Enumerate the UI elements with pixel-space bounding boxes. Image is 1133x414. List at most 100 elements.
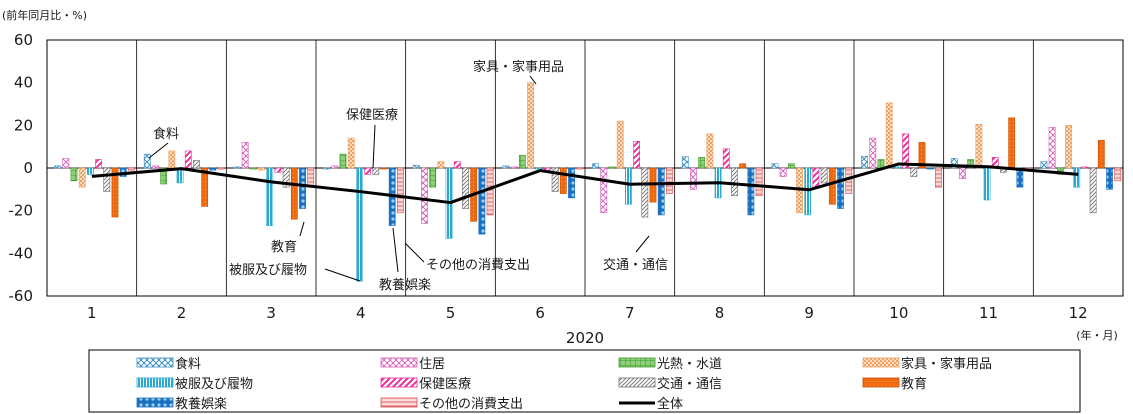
- bar: [70, 167, 78, 182]
- y-tick-label: 0: [23, 159, 33, 177]
- bar: [641, 167, 649, 218]
- annotation-furniture: 家具・家事用品: [473, 59, 564, 75]
- bar: [396, 167, 404, 214]
- bar: [518, 154, 526, 169]
- bar: [364, 167, 371, 175]
- bar: [771, 163, 779, 169]
- y-tick-label: -60: [9, 287, 34, 305]
- annotation-health: 保健医療: [346, 108, 398, 123]
- bar: [893, 166, 901, 169]
- bar: [217, 167, 225, 170]
- year-label: 2020: [566, 329, 604, 347]
- bar: [355, 167, 363, 282]
- legend-label: 教養娯楽: [175, 396, 227, 412]
- legend-label: その他の消費支出: [419, 397, 523, 412]
- bar: [380, 167, 388, 170]
- bar: [209, 167, 217, 171]
- x-tick-label: 3: [266, 304, 276, 322]
- x-tick-label: 6: [535, 304, 545, 322]
- bar: [453, 161, 461, 169]
- bar: [657, 167, 665, 216]
- legend-swatch: [862, 377, 900, 388]
- bar: [331, 165, 339, 169]
- bar: [95, 159, 102, 169]
- legend-label: 保健医療: [419, 377, 471, 392]
- bar: [698, 157, 706, 169]
- y-tick-label: -20: [9, 202, 34, 220]
- bar: [1097, 139, 1105, 169]
- bar: [779, 167, 787, 177]
- bar: [731, 167, 738, 197]
- legend-swatch: [618, 357, 656, 368]
- bar: [184, 150, 192, 169]
- plot-grid: [47, 40, 1123, 296]
- bar: [290, 167, 298, 220]
- bar: [804, 167, 812, 216]
- bar: [1114, 167, 1122, 182]
- annotation-clothing: 被服及び履物: [229, 263, 307, 278]
- x-tick-label: 7: [625, 304, 635, 322]
- bar: [347, 137, 355, 169]
- bar: [950, 158, 958, 169]
- bar: [869, 137, 877, 169]
- bar: [54, 165, 61, 169]
- legend-swatch: [380, 397, 418, 408]
- bar: [1048, 127, 1056, 169]
- bar: [193, 160, 200, 169]
- y-tick-label: 40: [14, 74, 33, 92]
- bar: [412, 164, 420, 169]
- bar: [1065, 125, 1072, 169]
- annotation-recreation: 教養娯楽: [379, 277, 431, 293]
- bar: [1089, 167, 1097, 214]
- legend-label: 家具・家事用品: [901, 356, 992, 372]
- bar: [249, 167, 257, 170]
- bar: [323, 167, 330, 170]
- bar: [510, 166, 518, 169]
- bar: [690, 167, 697, 190]
- legend-label: 光熱・水道: [657, 357, 722, 372]
- bar: [959, 167, 966, 179]
- x-unit-label: (年・月): [1076, 328, 1118, 342]
- legend-swatch: [380, 377, 418, 388]
- bar: [1040, 161, 1048, 169]
- bar: [502, 165, 510, 169]
- bar: [755, 167, 763, 197]
- bar: [339, 153, 347, 169]
- bar: [706, 133, 714, 169]
- annotation-other: その他の消費支出: [426, 258, 530, 273]
- bar: [665, 167, 673, 194]
- bar: [62, 158, 70, 169]
- x-tick-label: 4: [356, 304, 366, 322]
- bar: [624, 167, 632, 205]
- bar: [926, 167, 934, 170]
- bar: [233, 166, 241, 169]
- legend-swatch: [862, 357, 900, 368]
- bar: [429, 167, 437, 188]
- bar: [861, 155, 868, 169]
- bar: [983, 167, 991, 201]
- y-axis-label: (前年同月比・%): [2, 8, 87, 22]
- legend-label: 交通・通信: [657, 376, 722, 392]
- bar: [845, 167, 853, 194]
- annotation-transport: 交通・通信: [603, 257, 668, 273]
- bar: [551, 167, 559, 192]
- bar: [787, 163, 795, 169]
- x-tick-label: 1: [87, 304, 97, 322]
- bar: [608, 166, 616, 169]
- bar: [820, 167, 828, 184]
- legend-label: 被服及び履物: [175, 377, 253, 392]
- bar: [877, 159, 885, 169]
- bar: [282, 167, 290, 188]
- bar: [975, 123, 983, 169]
- bar: [152, 165, 159, 169]
- legend-box: [88, 349, 1081, 413]
- bar: [902, 133, 909, 169]
- bar: [143, 153, 151, 169]
- x-tick-label: 2: [177, 304, 187, 322]
- bar: [527, 82, 534, 169]
- bar: [681, 156, 689, 169]
- bar: [918, 142, 926, 169]
- bar: [111, 167, 119, 218]
- bar: [559, 167, 567, 194]
